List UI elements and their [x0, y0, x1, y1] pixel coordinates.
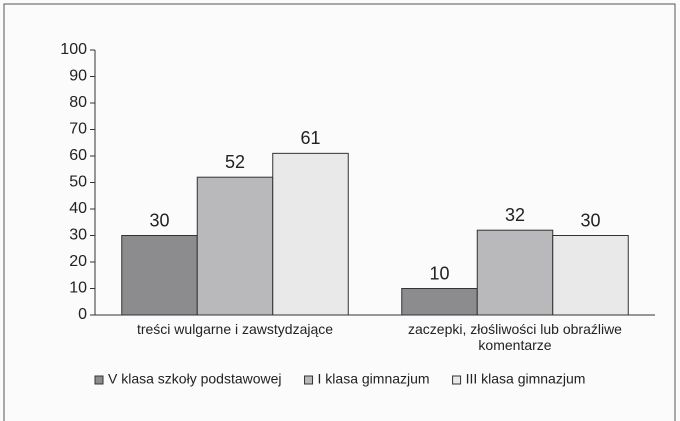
legend-marker: [452, 375, 462, 385]
data-label: 32: [505, 205, 525, 225]
x-tick-label: zaczepki, złośliwości lub obraźliwe kome…: [408, 321, 622, 353]
y-tick-label: 90: [69, 68, 87, 85]
y-tick-label: 100: [60, 41, 87, 58]
y-tick-label: 70: [69, 121, 87, 138]
y-tick-label: 20: [69, 253, 87, 270]
data-label: 30: [149, 210, 169, 230]
legend-label: V klasa szkoły podstawowej: [108, 371, 282, 387]
data-label: 61: [300, 128, 320, 148]
legend-marker: [94, 375, 104, 385]
bar: [121, 235, 198, 316]
y-tick-label: 10: [69, 280, 87, 297]
bar: [272, 152, 349, 316]
data-label: 10: [429, 263, 449, 283]
y-tick-label: 40: [69, 200, 87, 217]
y-tick-label: 60: [69, 147, 87, 164]
chart-frame: [3, 3, 676, 421]
y-tick-label: 0: [78, 306, 87, 323]
legend-label: III klasa gimnazjum: [466, 371, 586, 387]
legend-label: I klasa gimnazjum: [318, 371, 430, 387]
legend-marker: [304, 375, 314, 385]
bar: [401, 288, 478, 316]
bar: [552, 235, 629, 316]
y-tick-label: 50: [69, 174, 87, 191]
y-tick-label: 30: [69, 227, 87, 244]
bar: [196, 176, 274, 316]
data-label: 52: [225, 152, 245, 172]
y-tick-label: 80: [69, 94, 87, 111]
data-label: 30: [580, 210, 600, 230]
x-tick-label: treści wulgarne i zawstydzające: [136, 321, 334, 337]
bar: [476, 229, 554, 316]
